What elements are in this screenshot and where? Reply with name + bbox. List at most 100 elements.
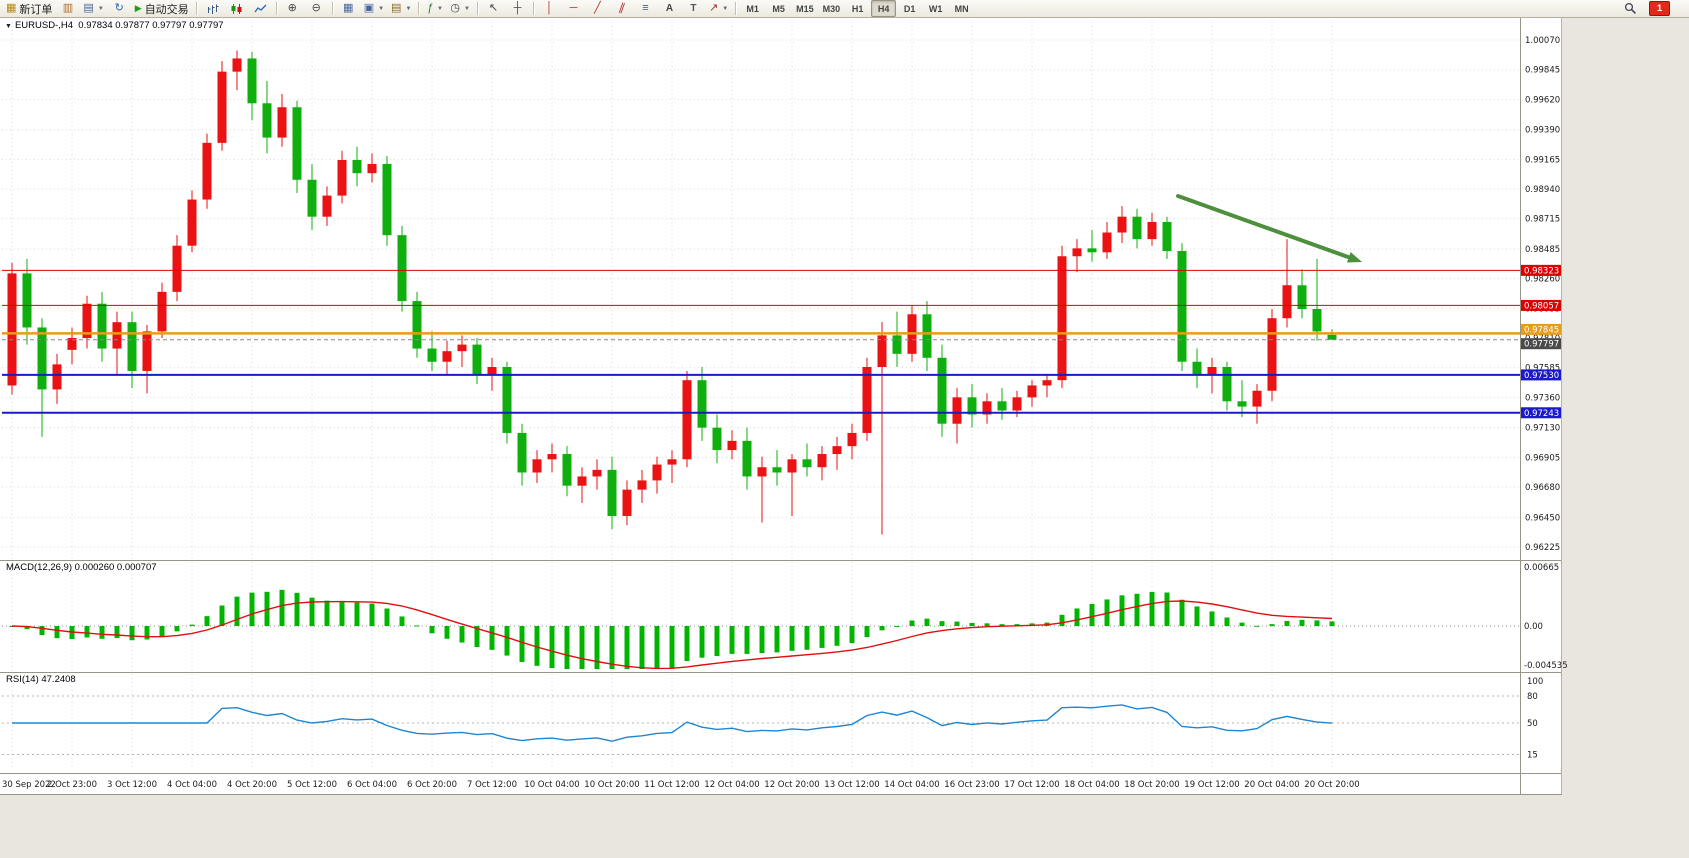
- macd-histogram-bar: [1329, 621, 1335, 627]
- candle: [697, 380, 707, 428]
- candle: [562, 454, 572, 486]
- macd-histogram-bar: [234, 596, 240, 627]
- refresh-button[interactable]: ↻: [108, 0, 131, 17]
- price-axis-label: 0.99165: [1525, 155, 1560, 165]
- horizontal-line-button[interactable]: ─: [562, 0, 585, 17]
- toolbar-right: 1: [1619, 0, 1670, 17]
- time-axis-label: 12 Oct 04:00: [704, 780, 759, 790]
- periods-button[interactable]: ◷ ▼: [447, 0, 473, 17]
- timeframe-button-m30[interactable]: M30: [822, 3, 841, 14]
- fibonacci-button[interactable]: ≡: [634, 0, 657, 17]
- macd-histogram-bar: [789, 626, 795, 651]
- macd-histogram-bar: [639, 626, 645, 669]
- timeframe-button-h4[interactable]: H4: [871, 0, 897, 17]
- timeframe-button-h1[interactable]: H1: [851, 3, 864, 14]
- text-button[interactable]: A: [658, 0, 681, 17]
- price-axis-label: 0.96905: [1525, 453, 1560, 463]
- arrow-tools-button[interactable]: ↗ ▼: [706, 0, 731, 17]
- search-button[interactable]: [1619, 0, 1642, 17]
- macd-histogram-bar: [519, 626, 525, 662]
- templates-button[interactable]: ▤ ▼: [388, 0, 414, 17]
- macd-histogram-bar: [1209, 611, 1215, 627]
- candle: [1042, 380, 1052, 386]
- line-chart-button[interactable]: [249, 0, 272, 17]
- rsi-axis-label: 80: [1527, 692, 1538, 702]
- separator: [418, 2, 420, 15]
- candle: [277, 107, 287, 138]
- auto-trading-button[interactable]: ▶ 自动交易: [132, 0, 192, 17]
- candlestick-chart-button[interactable]: [225, 0, 248, 17]
- macd-histogram-bar: [159, 626, 165, 637]
- vertical-line-button[interactable]: │: [538, 0, 561, 17]
- timeframe-button-m15[interactable]: M15: [796, 3, 814, 14]
- cursor-button[interactable]: ↖: [482, 0, 505, 17]
- macd-histogram-bar: [1314, 620, 1320, 627]
- candle: [1327, 334, 1337, 340]
- macd-histogram-bar: [1149, 591, 1155, 627]
- timeframe-button-mn[interactable]: MN: [954, 3, 969, 14]
- timeframe-button-w1[interactable]: W1: [928, 3, 943, 14]
- price-axis-label: 1.00070: [1525, 36, 1560, 46]
- indicators-button[interactable]: ƒ ▼: [423, 0, 446, 17]
- trendline-button[interactable]: ╱: [586, 0, 609, 17]
- candle: [652, 464, 662, 481]
- new-order-button[interactable]: ▦ 新订单: [3, 0, 55, 17]
- candle: [442, 351, 452, 362]
- candle: [22, 273, 32, 328]
- timeframe-button-d1[interactable]: D1: [903, 3, 916, 14]
- candle: [382, 163, 392, 236]
- text-label-button[interactable]: T: [682, 0, 705, 17]
- timeframe-button-m5[interactable]: M5: [772, 3, 785, 14]
- candle: [397, 235, 407, 302]
- channel-icon: ∥: [617, 1, 627, 15]
- zoom-out-button[interactable]: ⊖: [305, 0, 328, 17]
- macd-histogram-bar: [114, 626, 120, 639]
- cascade-windows-icon: ▣: [363, 2, 375, 14]
- timeframe-button-m1[interactable]: M1: [746, 3, 759, 14]
- candle: [787, 459, 797, 473]
- macd-histogram-bar: [39, 626, 45, 636]
- fibonacci-icon: ≡: [642, 2, 649, 14]
- macd-histogram-bar: [984, 623, 990, 627]
- separator: [532, 2, 534, 15]
- bar-chart-icon: [207, 4, 219, 14]
- candle: [952, 397, 962, 424]
- macd-histogram-bar: [684, 626, 690, 662]
- macd-histogram-bar: [204, 616, 210, 627]
- text-label-icon: T: [690, 2, 697, 14]
- candle: [1267, 318, 1277, 391]
- zoom-in-button[interactable]: ⊕: [281, 0, 304, 17]
- tile-windows-button[interactable]: ▦: [337, 0, 360, 17]
- equidistant-channel-button[interactable]: ∥: [610, 0, 633, 17]
- cascade-windows-button[interactable]: ▣ ▼: [361, 0, 387, 17]
- price-axis-label: 0.98260: [1525, 275, 1560, 285]
- time-axis-label: 11 Oct 12:00: [644, 780, 699, 790]
- crosshair-button[interactable]: ┼: [506, 0, 529, 17]
- candle: [727, 440, 737, 451]
- notification-badge[interactable]: 1: [1649, 1, 1670, 16]
- macd-histogram-bar: [894, 626, 900, 628]
- candle: [427, 348, 437, 362]
- macd-histogram-bar: [954, 621, 960, 627]
- time-axis-label: 18 Oct 20:00: [1124, 780, 1179, 790]
- profiles-button[interactable]: ▤ ▼: [80, 0, 106, 17]
- candle: [847, 432, 857, 447]
- trend-arrow[interactable]: [1176, 194, 1357, 262]
- candle: [1312, 308, 1322, 332]
- candle: [982, 401, 992, 415]
- pivot-orange-price-tag: [1521, 323, 1562, 335]
- chart-menu-triangle-icon[interactable]: ▼: [5, 23, 12, 30]
- candle: [97, 303, 107, 349]
- price-axis-label: 0.96225: [1525, 543, 1560, 553]
- new-chart-button[interactable]: ▥: [56, 0, 79, 17]
- candle: [157, 291, 167, 332]
- candle: [457, 344, 467, 352]
- chevron-down-icon: ▼: [97, 5, 104, 12]
- bar-chart-button[interactable]: [201, 0, 224, 17]
- candle: [1207, 367, 1217, 375]
- candle: [802, 459, 812, 468]
- candle: [127, 322, 137, 371]
- candlestick-chart-icon: [231, 3, 242, 14]
- macd-histogram-bar: [399, 616, 405, 627]
